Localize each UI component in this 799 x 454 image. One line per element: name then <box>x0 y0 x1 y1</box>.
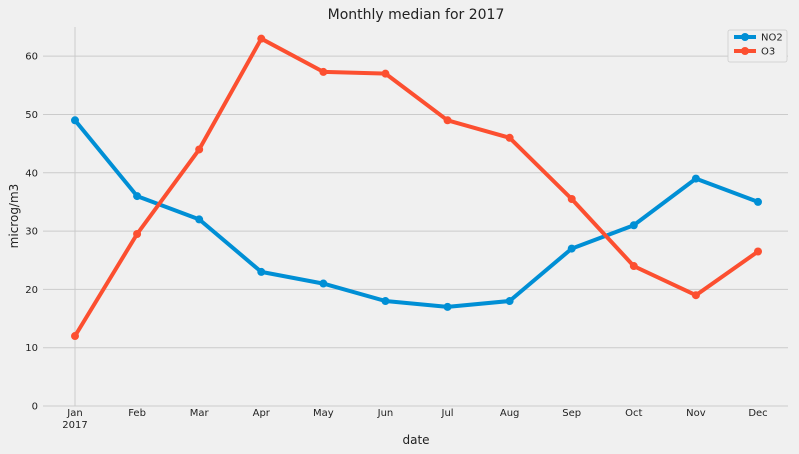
data-point-o3 <box>754 247 762 256</box>
x-axis-label: date <box>402 433 429 447</box>
series-layer <box>71 34 762 341</box>
y-tick-label: 50 <box>25 110 38 121</box>
y-tick-label: 10 <box>25 343 38 354</box>
y-tick-label: 60 <box>25 52 38 63</box>
tick-labels: 0 10 20 30 40 50 60 Jan Feb Mar Apr May Jun Jul Aug Sep… <box>25 52 767 431</box>
data-point-no2 <box>443 302 452 311</box>
data-point-no2 <box>754 197 762 206</box>
data-point-o3 <box>381 69 390 78</box>
data-point-o3 <box>629 262 638 271</box>
x-tick-label: Feb <box>128 408 146 419</box>
data-point-no2 <box>381 297 390 306</box>
x-tick-label: Mar <box>190 408 210 419</box>
data-point-o3 <box>505 133 514 142</box>
legend-swatch-marker <box>741 33 749 41</box>
x-tick-label: Oct <box>625 408 642 419</box>
y-tick-label: 30 <box>25 227 38 238</box>
x-tick-label: Jan <box>66 408 82 419</box>
data-point-o3 <box>443 116 452 125</box>
x-tick-label: Dec <box>748 408 767 419</box>
series-line-o3 <box>73 36 760 338</box>
data-point-o3 <box>319 67 328 76</box>
y-axis-label: microg/m3 <box>7 184 21 249</box>
data-point-no2 <box>319 279 328 288</box>
chart-title: Monthly median for 2017 <box>328 7 505 23</box>
legend-label: NO2 <box>761 33 783 44</box>
y-tick-label: 20 <box>25 285 38 296</box>
data-point-no2 <box>691 174 700 183</box>
data-point-no2 <box>505 297 514 306</box>
legend-label: O3 <box>761 47 775 58</box>
data-point-no2 <box>629 221 638 230</box>
data-point-o3 <box>133 229 142 238</box>
x-tick-label: Apr <box>253 408 271 419</box>
x-tick-label: Sep <box>562 408 581 419</box>
x-tick-label: May <box>313 408 334 419</box>
data-point-no2 <box>195 215 204 224</box>
data-point-no2 <box>71 116 79 125</box>
series-line-no2 <box>73 118 760 309</box>
data-point-no2 <box>257 267 266 276</box>
legend-swatch-marker <box>741 47 749 55</box>
data-point-no2 <box>133 192 142 201</box>
data-point-o3 <box>257 34 266 43</box>
x-tick-label: Aug <box>500 408 520 419</box>
data-point-o3 <box>195 145 204 154</box>
x-tick-year-label: 2017 <box>62 420 87 431</box>
y-tick-label: 40 <box>25 168 38 179</box>
data-point-o3 <box>567 195 576 204</box>
x-tick-label: Jul <box>441 408 454 419</box>
data-point-o3 <box>71 332 79 341</box>
x-tick-label: Jun <box>377 408 394 419</box>
grid <box>43 27 788 407</box>
data-point-o3 <box>691 291 700 300</box>
y-tick-label: 0 <box>32 402 38 413</box>
x-tick-label: Nov <box>686 408 706 419</box>
data-point-no2 <box>567 244 576 253</box>
